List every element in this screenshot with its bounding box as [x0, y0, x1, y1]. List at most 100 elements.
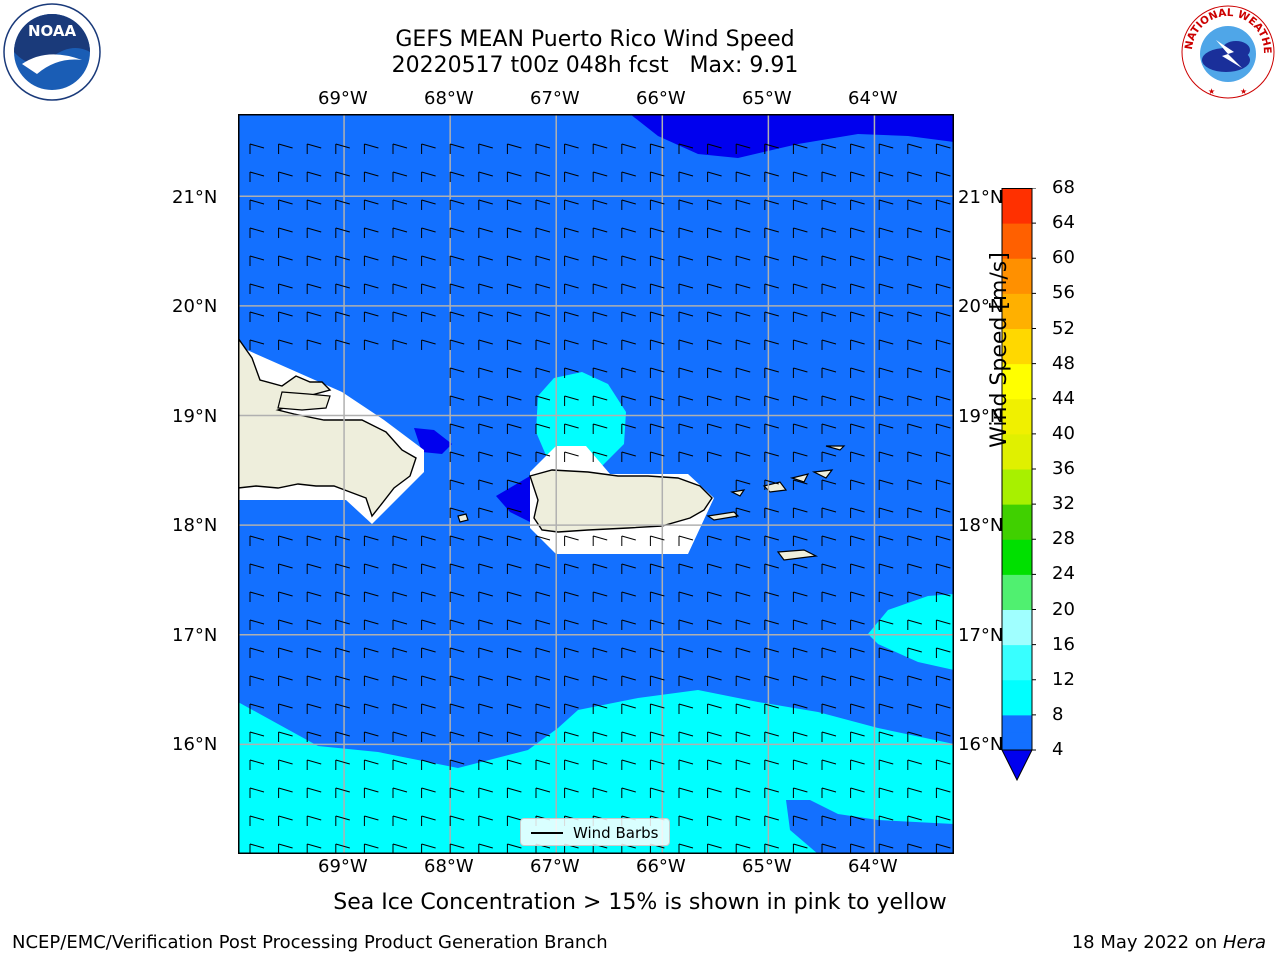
wind-barb	[535, 759, 551, 770]
wind-barb	[792, 675, 808, 686]
wind-barb	[592, 647, 608, 658]
wind-barb	[935, 563, 951, 574]
wind-barb	[363, 199, 379, 210]
wind-barb	[449, 143, 465, 154]
wind-barb	[421, 703, 436, 714]
colorbar-tick-label: 20	[1052, 598, 1075, 620]
wind-barb	[249, 563, 265, 574]
wind-barb	[306, 591, 322, 602]
wind-barb	[907, 787, 922, 798]
wind-barb	[707, 591, 722, 602]
colorbar-tick-label: 28	[1052, 528, 1075, 550]
wind-barb	[249, 311, 265, 322]
wind-barb	[707, 619, 722, 630]
wind-barb	[564, 703, 579, 714]
wind-barb	[564, 619, 579, 630]
wind-barb	[764, 227, 779, 238]
puerto-rico-coast	[529, 469, 713, 533]
wind-barb	[935, 731, 951, 742]
wind-barb	[907, 199, 922, 210]
wind-barb	[592, 283, 608, 294]
wind-barb	[735, 535, 751, 546]
wind-barb	[392, 759, 408, 770]
wind-barb	[735, 451, 751, 462]
wind-barb	[535, 647, 551, 658]
wind-barb	[278, 311, 293, 322]
wind-barb	[764, 787, 779, 798]
lat-tick-right: 21°N	[958, 187, 1004, 208]
wind-barb	[735, 283, 751, 294]
wind-barb	[878, 143, 894, 154]
wind-barb	[850, 423, 865, 434]
wind-barb	[821, 563, 837, 574]
wind-barb	[764, 311, 779, 322]
wind-barb	[421, 759, 436, 770]
wind-barb	[535, 143, 551, 154]
wind-barb	[278, 283, 293, 294]
wind-barb	[850, 199, 865, 210]
wind-barb	[821, 395, 837, 406]
wind-barb	[821, 703, 837, 714]
wind-barb	[535, 535, 551, 546]
colorbar-segment	[1002, 363, 1032, 382]
wind-barb	[449, 787, 465, 798]
wind-barb	[678, 423, 694, 434]
wind-barb	[764, 367, 779, 378]
wind-barb	[621, 311, 636, 322]
wind-barb	[935, 199, 951, 210]
wind-barb	[535, 199, 551, 210]
colorbar-tick-label: 60	[1052, 247, 1075, 269]
wind-barb	[392, 843, 408, 854]
wind-barb	[649, 423, 665, 434]
wind-barb	[564, 675, 579, 686]
virgin-gorda-island	[811, 469, 834, 479]
colorbar-tick-label: 16	[1052, 633, 1075, 655]
map-frame	[238, 114, 954, 854]
wind-barb	[878, 563, 894, 574]
colorbar-segment	[1002, 433, 1032, 452]
wind-barb	[449, 591, 465, 602]
wind-barb	[592, 171, 608, 182]
lon-tick-top: 66°W	[636, 88, 686, 109]
wind-barb	[878, 619, 894, 630]
colorbar-segment	[1002, 662, 1032, 681]
wind-barb	[935, 311, 951, 322]
credit-host: Hera	[1222, 932, 1266, 953]
wind-barb	[850, 759, 865, 770]
wind-barb	[850, 479, 865, 490]
wind-barb	[907, 339, 922, 350]
wind-barb	[478, 311, 493, 322]
wind-barb	[478, 255, 493, 266]
wind-barb	[649, 311, 665, 322]
wind-barb	[821, 367, 837, 378]
wind-barb	[278, 563, 293, 574]
wind-barb	[735, 759, 751, 770]
wind-barb	[649, 535, 665, 546]
wind-barb	[878, 591, 894, 602]
wind-barb	[907, 759, 922, 770]
wind-barb	[478, 843, 493, 854]
wind-barb	[306, 843, 322, 854]
wind-barb	[363, 563, 379, 574]
wind-barb	[306, 339, 322, 350]
wind-barb	[449, 227, 465, 238]
wind-barb	[392, 143, 408, 154]
wind-barb	[449, 675, 465, 686]
wind-barb	[907, 675, 922, 686]
colorbar-segment	[1002, 451, 1032, 470]
wind-barb	[850, 619, 865, 630]
wind-barb	[506, 535, 522, 546]
wind-barb	[792, 395, 808, 406]
wind-barb	[878, 815, 894, 826]
wind-barb	[592, 311, 608, 322]
wind-barb	[306, 787, 322, 798]
hispaniola-north-peninsula	[277, 391, 331, 411]
lat-tick-right: 17°N	[958, 625, 1004, 646]
wind-barb	[363, 759, 379, 770]
colorbar-segment	[1002, 591, 1032, 610]
wind-barb	[392, 311, 408, 322]
wind-barb	[535, 619, 551, 630]
wind-barb	[792, 535, 808, 546]
wind-barb	[678, 395, 694, 406]
wind-field-below-4-north	[630, 114, 954, 158]
